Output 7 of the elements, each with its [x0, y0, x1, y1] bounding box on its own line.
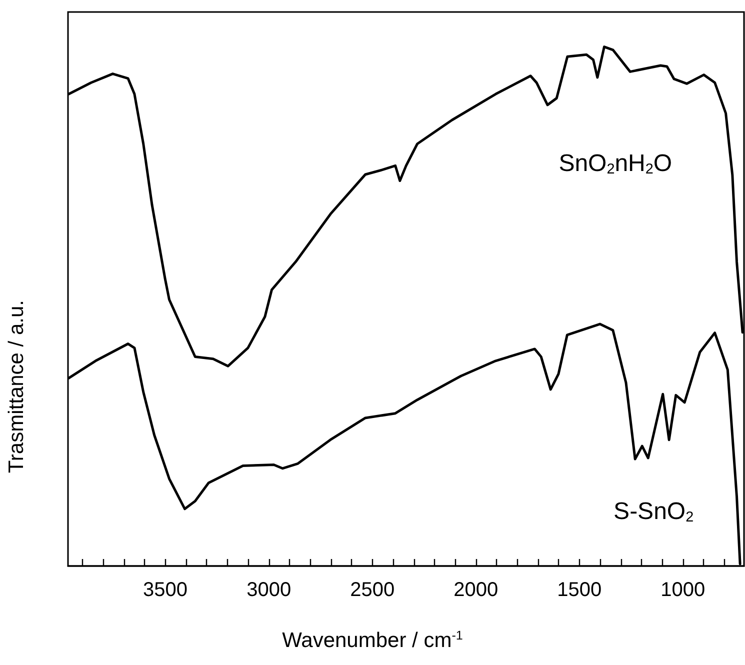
- x-tick-label: 3000: [246, 579, 292, 601]
- x-tick-label: 1000: [660, 579, 706, 601]
- x-tick-label: 1500: [557, 579, 602, 601]
- x-tick-label: 2500: [350, 579, 395, 601]
- y-axis-title: Trasmittance / a.u.: [5, 300, 28, 474]
- x-tick-label: 2000: [454, 579, 498, 601]
- x-tick-label: 3500: [143, 579, 188, 601]
